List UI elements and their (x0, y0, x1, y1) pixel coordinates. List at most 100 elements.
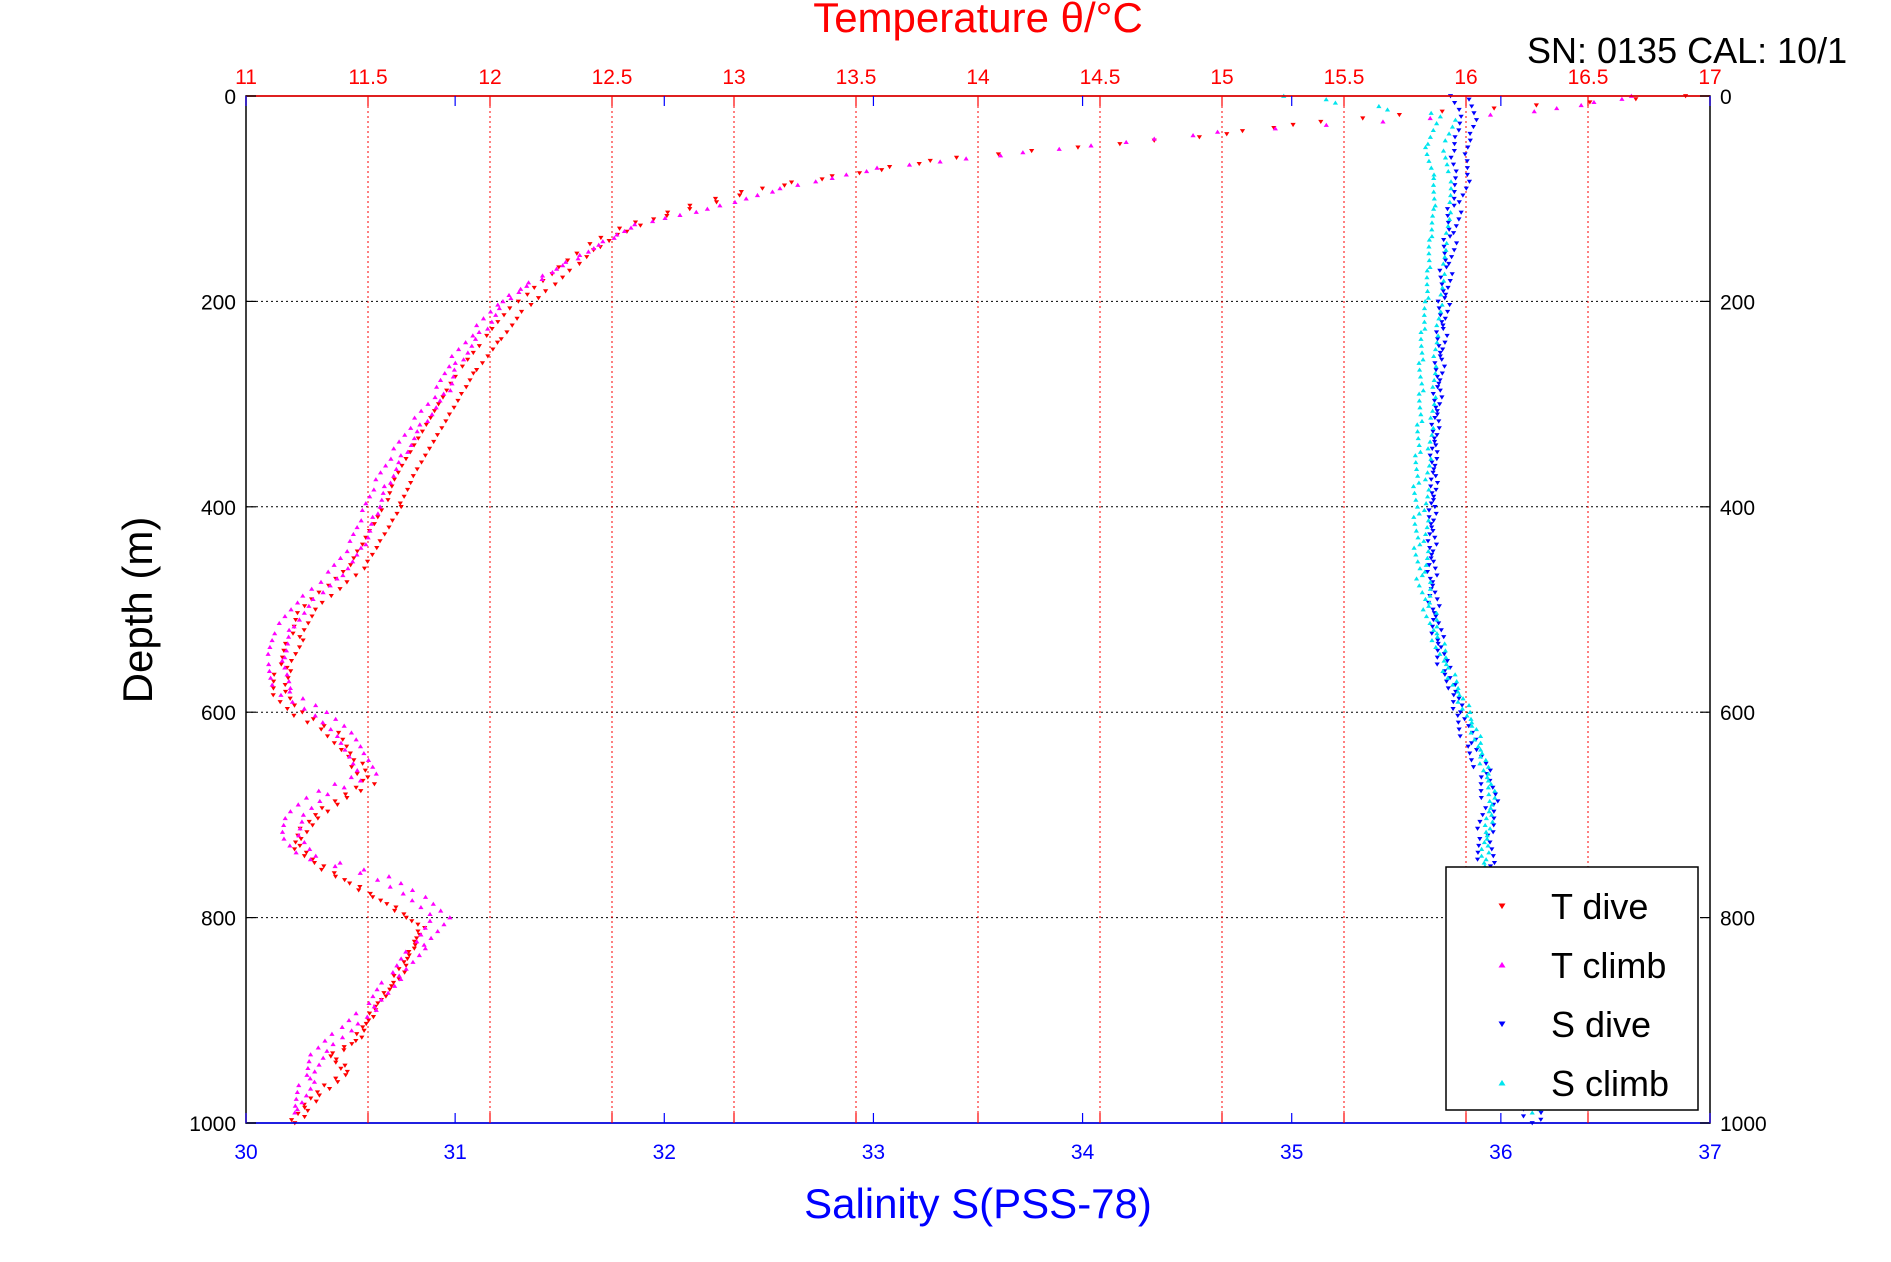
data-point (1433, 330, 1440, 335)
data-point (318, 867, 325, 873)
legend-marker (1498, 961, 1506, 968)
data-point (1424, 275, 1430, 280)
data-point (506, 292, 512, 298)
data-point (1424, 268, 1430, 273)
data-point (1428, 415, 1434, 420)
data-point (441, 922, 447, 927)
data-point (743, 196, 749, 201)
data-point (1420, 607, 1426, 612)
data-point (1449, 124, 1456, 129)
temperature-tick-label: 12 (478, 66, 501, 89)
data-point (1492, 795, 1498, 800)
data-point (1433, 614, 1439, 619)
data-point (342, 747, 348, 752)
data-point (1424, 281, 1430, 287)
data-point (1415, 473, 1421, 478)
data-point (281, 836, 287, 841)
data-point (1435, 648, 1441, 653)
data-point (1484, 836, 1490, 841)
data-point (1430, 429, 1436, 434)
data-point (421, 942, 427, 947)
data-point (574, 251, 580, 256)
data-point (371, 1004, 377, 1009)
data-point (1477, 837, 1483, 842)
temperature-tick-label: 13.5 (836, 66, 877, 89)
data-point (490, 347, 496, 352)
data-point (1224, 132, 1230, 137)
legend-label: T climb (1551, 945, 1666, 986)
data-point (1088, 143, 1094, 148)
legend-item: T climb (1498, 945, 1666, 986)
data-point (271, 679, 277, 684)
data-point (1430, 559, 1437, 564)
data-point (433, 405, 439, 410)
data-point (354, 768, 360, 773)
data-point (1419, 381, 1425, 386)
data-point (1438, 628, 1444, 633)
data-point (1435, 299, 1441, 304)
data-point (1490, 854, 1496, 859)
data-point (535, 296, 542, 301)
data-point (394, 963, 400, 968)
data-point (1427, 593, 1433, 598)
data-point (287, 696, 293, 701)
data-point (378, 980, 385, 985)
data-point (1444, 309, 1451, 315)
data-point (516, 289, 522, 294)
data-point (997, 153, 1004, 158)
data-point (1450, 231, 1457, 236)
data-point (282, 665, 288, 670)
data-point (819, 177, 825, 182)
data-point (717, 203, 723, 208)
data-point (514, 316, 520, 321)
data-point (611, 235, 617, 240)
data-point (344, 1069, 350, 1074)
data-point (295, 1111, 301, 1117)
data-point (403, 915, 409, 920)
data-point (1488, 781, 1494, 786)
data-point (1447, 303, 1453, 308)
data-point (1484, 833, 1490, 838)
data-point (366, 1018, 372, 1023)
data-point (411, 946, 417, 951)
data-point (1474, 857, 1481, 862)
data-point (1445, 220, 1451, 226)
data-point (687, 207, 693, 212)
data-point (396, 973, 402, 978)
data-point (1444, 333, 1450, 338)
data-point (337, 555, 344, 560)
data-point (1478, 782, 1484, 787)
data-point (1452, 672, 1458, 677)
data-point (1428, 484, 1434, 489)
data-point (387, 884, 393, 889)
data-point (1477, 761, 1483, 766)
data-point (346, 754, 353, 759)
data-point (704, 206, 710, 211)
data-point (1454, 679, 1460, 684)
data-point (737, 193, 743, 198)
data-point (1469, 104, 1475, 109)
data-point (373, 771, 379, 776)
data-point (401, 960, 407, 965)
data-point (418, 932, 424, 937)
data-point (409, 919, 415, 924)
data-point (500, 299, 506, 304)
data-point (437, 398, 443, 403)
data-point (1440, 323, 1446, 328)
data-point (425, 401, 431, 406)
data-point (366, 1011, 373, 1016)
data-point (1495, 799, 1501, 804)
data-point (1419, 418, 1425, 424)
data-point (380, 490, 386, 495)
series-t-climb (265, 93, 1634, 1115)
data-point (336, 730, 342, 736)
data-point (1413, 497, 1419, 502)
data-point (406, 953, 412, 958)
data-point (389, 518, 396, 523)
data-point (1453, 224, 1459, 229)
data-point (1443, 655, 1449, 660)
data-point (874, 165, 880, 170)
data-point (317, 798, 323, 804)
data-point (427, 911, 433, 916)
